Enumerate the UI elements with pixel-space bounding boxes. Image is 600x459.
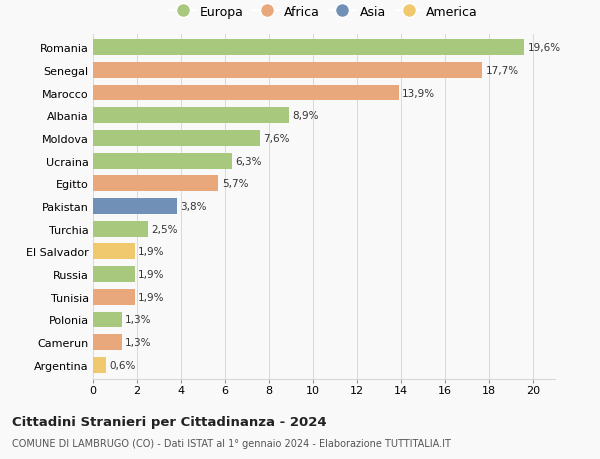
Bar — [93, 244, 135, 260]
Bar — [93, 40, 524, 56]
Text: 1,3%: 1,3% — [125, 315, 151, 325]
Text: 5,7%: 5,7% — [222, 179, 248, 189]
Text: COMUNE DI LAMBRUGO (CO) - Dati ISTAT al 1° gennaio 2024 - Elaborazione TUTTITALI: COMUNE DI LAMBRUGO (CO) - Dati ISTAT al … — [12, 438, 451, 448]
Text: 19,6%: 19,6% — [527, 43, 560, 53]
Bar — [93, 108, 289, 124]
Text: 2,5%: 2,5% — [151, 224, 178, 234]
Bar — [93, 289, 135, 305]
Text: 6,3%: 6,3% — [235, 156, 262, 166]
Text: 8,9%: 8,9% — [292, 111, 319, 121]
Bar — [93, 153, 232, 169]
Bar — [93, 63, 482, 78]
Text: 1,9%: 1,9% — [138, 292, 164, 302]
Text: 1,9%: 1,9% — [138, 269, 164, 280]
Text: 3,8%: 3,8% — [180, 202, 206, 212]
Bar — [93, 267, 135, 282]
Bar — [93, 221, 148, 237]
Text: 13,9%: 13,9% — [402, 88, 435, 98]
Bar — [93, 85, 399, 101]
Bar — [93, 131, 260, 146]
Text: 0,6%: 0,6% — [110, 360, 136, 370]
Bar — [93, 199, 176, 214]
Text: 1,9%: 1,9% — [138, 247, 164, 257]
Bar — [93, 176, 218, 192]
Bar — [93, 357, 106, 373]
Legend: Europa, Africa, Asia, America: Europa, Africa, Asia, America — [167, 3, 481, 21]
Text: 7,6%: 7,6% — [263, 134, 290, 144]
Text: Cittadini Stranieri per Cittadinanza - 2024: Cittadini Stranieri per Cittadinanza - 2… — [12, 415, 326, 428]
Text: 17,7%: 17,7% — [485, 66, 519, 76]
Bar — [93, 312, 122, 328]
Bar — [93, 335, 122, 350]
Text: 1,3%: 1,3% — [125, 337, 151, 347]
